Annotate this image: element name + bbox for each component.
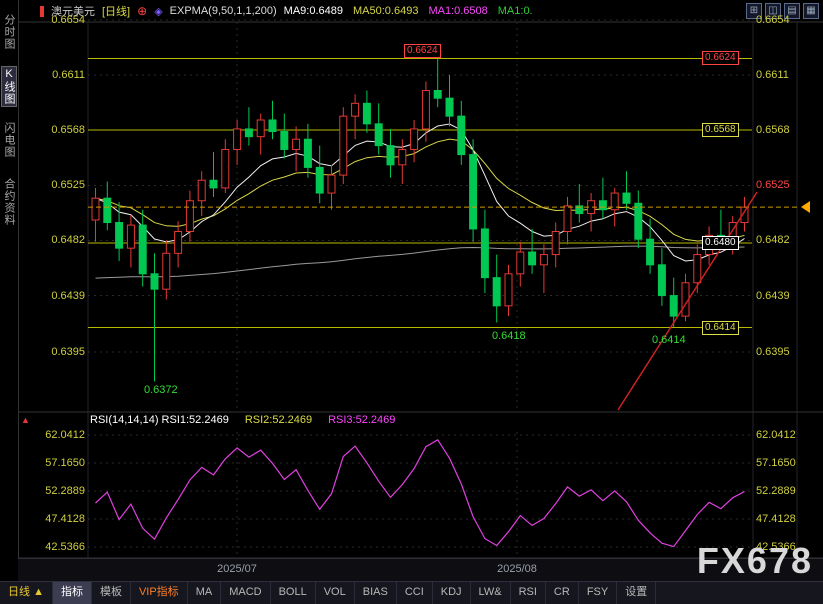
ma-value-label: MA1:0.6508 (428, 5, 488, 17)
window-layout-icons: ⊞ ◫ ▤ ▦ (746, 3, 819, 19)
add-indicator-icon[interactable]: ⊕ (137, 4, 148, 18)
symbol-name: 澳元美元 (51, 6, 95, 18)
watermark: FX678 (696, 540, 813, 581)
toolbar-button-指标[interactable]: 指标 (52, 582, 92, 604)
layout-panel-icon[interactable]: ▦ (803, 3, 819, 19)
rsi-header-label: RSI(14,14,14) RSI1:52.2469 (90, 414, 229, 426)
toolbar-button-CCI[interactable]: CCI (397, 582, 433, 604)
top-bar: 澳元美元 [日线] ⊕ ◈ EXPMA(9,50,1,1,200) MA9:0.… (18, 0, 823, 22)
sidebar-item-1[interactable]: 分时图 (3, 14, 15, 50)
period-label: [日线] (102, 6, 131, 18)
toolbar-button-模板[interactable]: 模板 (92, 582, 131, 604)
layout-grid-icon[interactable]: ⊞ (746, 3, 762, 19)
toolbar-button-RSI[interactable]: RSI (511, 582, 546, 604)
indicator-name: EXPMA(9,50,1,1,200) (169, 5, 277, 17)
toolbar-button-BOLL[interactable]: BOLL (271, 582, 316, 604)
rsi-header-label: RSI2:52.2469 (244, 414, 313, 426)
ma-value-labels: MA9:0.6489 MA50:0.6493 MA1:0.6508 MA1:0. (284, 5, 543, 17)
toolbar-button-CR[interactable]: CR (546, 582, 579, 604)
instrument-icon (40, 5, 44, 17)
toolbar-button-VIP指标[interactable]: VIP指标 (131, 582, 188, 604)
toolbar-buttons: 指标 模板 VIP指标 MA MACD BOLL VOL BIAS CCI KDJ LW& RSI CR… (52, 582, 657, 604)
latest-price-arrow-icon[interactable] (801, 201, 810, 214)
sidebar-item-2[interactable]: K线图 (1, 66, 17, 107)
layout-rows-icon[interactable]: ▤ (784, 3, 800, 19)
time-axis-label: 2025/08 (497, 563, 537, 575)
ma-value-label: MA1:0. (497, 5, 533, 17)
left-sidebar: 分时图 K线图闪电图合约资料 (0, 0, 19, 581)
toolbar-button-BIAS[interactable]: BIAS (355, 582, 397, 604)
rsi-header-label: RSI3:52.2469 (328, 414, 396, 426)
toolbar-button-设置[interactable]: 设置 (617, 582, 657, 604)
toolbar-button-KDJ[interactable]: KDJ (433, 582, 471, 604)
toolbar-button-VOL[interactable]: VOL (316, 582, 355, 604)
ma-value-label: MA9:0.6489 (283, 5, 343, 17)
toolbar-button-MA[interactable]: MA (188, 582, 222, 604)
sidebar-item-3[interactable]: 闪电图 (3, 122, 15, 158)
toolbar-button-MACD[interactable]: MACD (221, 582, 271, 604)
ma-value-label: MA50:0.6493 (353, 5, 419, 17)
bottom-toolbar: 日线 ▲ 指标 模板 VIP指标 MA MACD BOLL VOL BIAS CCI KDJ LW&… (0, 581, 823, 604)
toolbar-button-FSY[interactable]: FSY (579, 582, 618, 604)
layout-split-icon[interactable]: ◫ (765, 3, 781, 19)
indicator-flag-icon: ◈ (154, 5, 163, 18)
sidebar-item-4[interactable]: 合约资料 (3, 178, 15, 226)
rsi-panel-marker-icon[interactable]: ▲ (21, 415, 30, 425)
time-axis-label: 2025/07 (217, 563, 257, 575)
rsi-header: RSI(14,14,14) RSI1:52.2469 RSI2:52.2469 RS… (90, 414, 395, 426)
toolbar-button-LW&[interactable]: LW& (471, 582, 511, 604)
period-selector[interactable]: 日线 ▲ (0, 582, 53, 604)
